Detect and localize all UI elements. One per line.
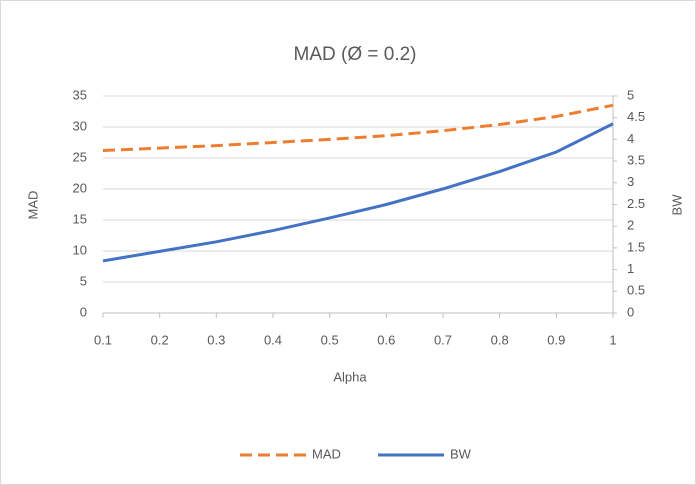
- y-tick-label: 5: [80, 273, 87, 288]
- y-tick-label: 15: [73, 211, 87, 226]
- y-tick-label: 25: [73, 149, 87, 164]
- x-tick-label: 0.2: [151, 332, 169, 347]
- y2-tick-label: 4: [627, 131, 634, 146]
- y2-tick-label: 3.5: [627, 153, 645, 168]
- y-tick-label: 30: [73, 118, 87, 133]
- series-line: [102, 103, 614, 153]
- y2-tick-label: 4.5: [627, 109, 645, 124]
- y2-tick-label: 0.5: [627, 283, 645, 298]
- series-line: [102, 122, 614, 263]
- y2-tick-label: 0: [627, 304, 634, 319]
- y-axis-label: MAD: [25, 191, 40, 220]
- y-tick-label: 0: [80, 304, 87, 319]
- y2-tick-label: 1.5: [627, 239, 645, 254]
- y2-axis-label: BW: [669, 194, 684, 216]
- x-tick-label: 0.1: [94, 332, 112, 347]
- x-tick-label: 0.9: [547, 332, 565, 347]
- x-tick-label: 0.7: [434, 332, 452, 347]
- legend-label: MAD: [312, 446, 341, 461]
- legend-label: BW: [450, 446, 472, 461]
- y-tick-label: 20: [73, 180, 87, 195]
- y-tick-label: 35: [73, 87, 87, 102]
- x-tick-label: 0.3: [207, 332, 225, 347]
- chart-title: MAD (Ø = 0.2): [294, 44, 417, 65]
- y2-tick-label: 1: [627, 261, 634, 276]
- x-tick-label: 0.4: [264, 332, 282, 347]
- x-tick-label: 0.5: [321, 332, 339, 347]
- x-axis-label: Alpha: [333, 369, 367, 384]
- y-tick-label: 10: [73, 242, 87, 257]
- x-tick-label: 1: [609, 332, 616, 347]
- y2-tick-label: 3: [627, 174, 634, 189]
- x-tick-label: 0.8: [491, 332, 509, 347]
- x-tick-label: 0.6: [377, 332, 395, 347]
- y2-tick-label: 2: [627, 218, 634, 233]
- y2-tick-label: 5: [627, 87, 634, 102]
- y2-tick-label: 2.5: [627, 196, 645, 211]
